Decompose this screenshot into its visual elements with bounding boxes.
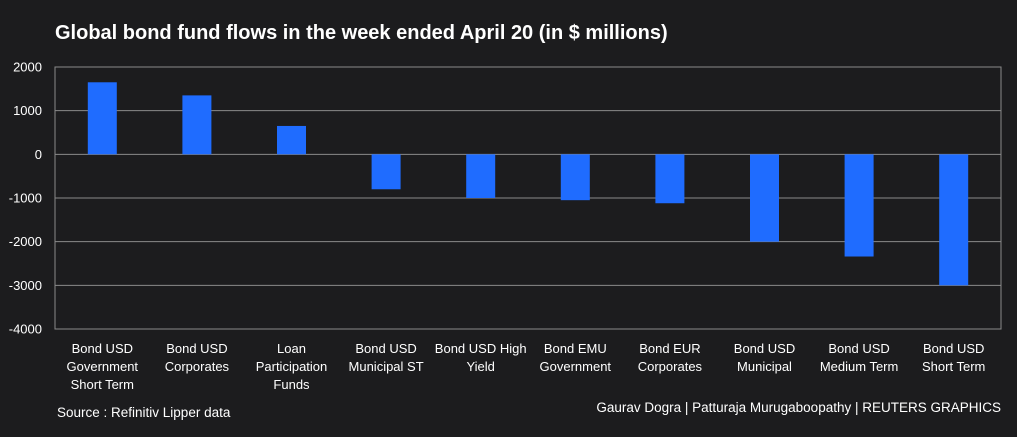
bar xyxy=(371,154,401,190)
bar xyxy=(466,154,496,198)
bars xyxy=(87,82,969,286)
x-tick-label: Participation xyxy=(256,359,328,374)
x-tick-label: Bond USD xyxy=(828,341,889,356)
x-tick-label: Bond EMU xyxy=(544,341,607,356)
x-tick-label: Bond USD xyxy=(355,341,416,356)
y-tick-label: -2000 xyxy=(9,234,42,249)
bar xyxy=(182,95,212,155)
x-tick-label: Bond USD xyxy=(923,341,984,356)
bar xyxy=(277,125,306,155)
x-tick-label: Corporates xyxy=(165,359,230,374)
y-tick-label: 1000 xyxy=(13,103,42,118)
x-tick-label: Short Term xyxy=(71,377,134,392)
bar xyxy=(844,154,874,257)
bar xyxy=(560,154,590,201)
y-tick-label: 2000 xyxy=(13,60,42,75)
chart-title: Global bond fund flows in the week ended… xyxy=(55,22,668,44)
x-tick-label: Corporates xyxy=(638,359,703,374)
x-tick-label: Bond USD xyxy=(734,341,795,356)
x-tick-label: Yield xyxy=(466,359,494,374)
x-tick-label: Municipal xyxy=(737,359,792,374)
y-tick-label: -3000 xyxy=(9,278,42,293)
x-tick-label: Loan xyxy=(277,341,306,356)
y-tick-label: -4000 xyxy=(9,322,42,337)
x-tick-label: Medium Term xyxy=(820,359,899,374)
x-tick-label: Government xyxy=(67,359,139,374)
y-tick-label: 0 xyxy=(35,147,42,162)
x-tick-label: Bond USD xyxy=(166,341,227,356)
bar xyxy=(750,154,779,242)
bar xyxy=(939,154,969,286)
bar xyxy=(655,154,685,204)
bar xyxy=(87,82,117,155)
x-tick-label: Short Term xyxy=(922,359,985,374)
x-tick-label: Bond EUR xyxy=(639,341,700,356)
y-axis-ticks: 2000 1000 0 -1000 -2000 -3000 -4000 xyxy=(9,60,42,337)
x-tick-label: Municipal ST xyxy=(349,359,424,374)
x-axis-labels: Bond USD Government Short Term Bond USD Corp… xyxy=(67,341,986,392)
x-tick-label: Bond USD xyxy=(72,341,133,356)
source-note: Source : Refinitiv Lipper data xyxy=(57,405,231,420)
x-tick-label: Funds xyxy=(273,377,310,392)
y-tick-label: -1000 xyxy=(9,191,42,206)
credit-note: Gaurav Dogra | Patturaja Murugaboopathy … xyxy=(596,400,1001,415)
x-tick-label: Government xyxy=(540,359,612,374)
x-tick-label: Bond USD High xyxy=(435,341,527,356)
plot-frame xyxy=(54,66,1002,330)
